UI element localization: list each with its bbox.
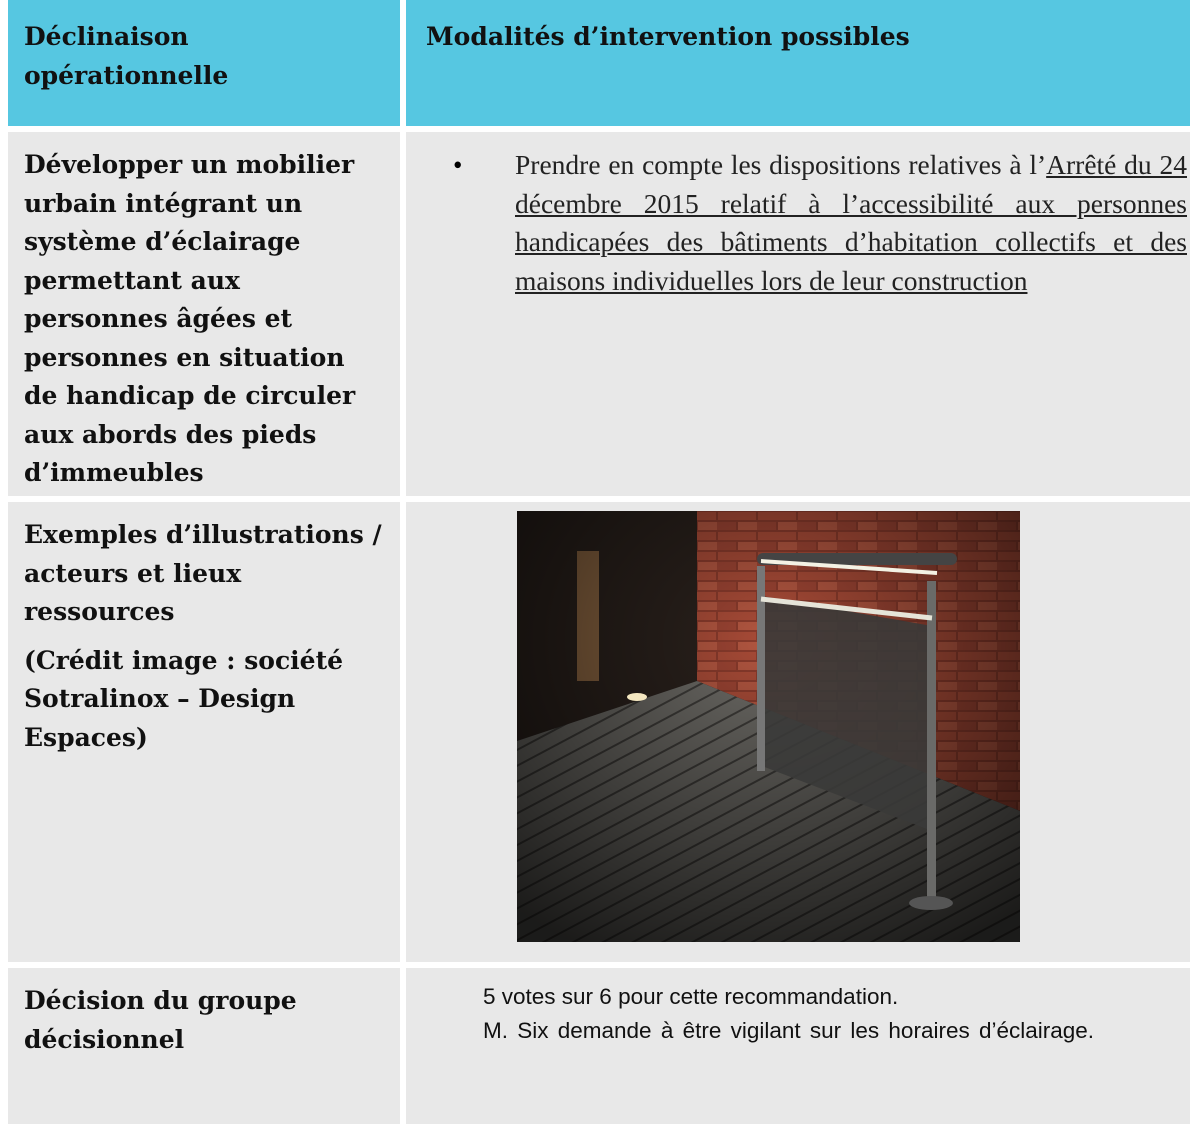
text: Prendre en compte les dispositions relat… bbox=[515, 149, 1047, 180]
row-content: • Prendre en compte les dispositions rel… bbox=[406, 132, 1190, 496]
header-text: Déclinaison opérationnelle bbox=[24, 22, 229, 90]
label-text: Exemples d’illustrations / acteurs et li… bbox=[24, 520, 382, 626]
row-label: Décision du groupe décisionnel bbox=[8, 968, 400, 1124]
row-label: Exemples d’illustrations / acteurs et li… bbox=[8, 502, 400, 962]
row-content: 5 votes sur 6 pour cette recommandation.… bbox=[406, 968, 1190, 1124]
decision-line: M. Six demande à être vigilant sur les h… bbox=[483, 1018, 1095, 1043]
row-content bbox=[406, 502, 1190, 962]
illustration bbox=[517, 511, 1020, 942]
header-cell: Déclinaison opérationnelle bbox=[8, 0, 400, 126]
label-text: Décision du groupe décisionnel bbox=[24, 986, 297, 1054]
decision-line: 5 votes sur 6 pour cette recommandation. bbox=[483, 984, 899, 1009]
bullet: • bbox=[453, 150, 463, 180]
row-label: Développer un mobilier urbain intégrant … bbox=[8, 132, 400, 496]
label-text: Développer un mobilier urbain intégrant … bbox=[24, 150, 356, 487]
credit-text: (Crédit image : société Sotralinox – Des… bbox=[24, 645, 344, 752]
header-cell: Modalités d’intervention possibles bbox=[406, 0, 1190, 126]
paragraph: Prendre en compte les dispositions relat… bbox=[515, 146, 1187, 300]
link[interactable]: Arrêté du 24 décembre 2015 relatif à l’a… bbox=[515, 149, 1187, 296]
header-text: Modalités d’intervention possibles bbox=[426, 22, 910, 51]
